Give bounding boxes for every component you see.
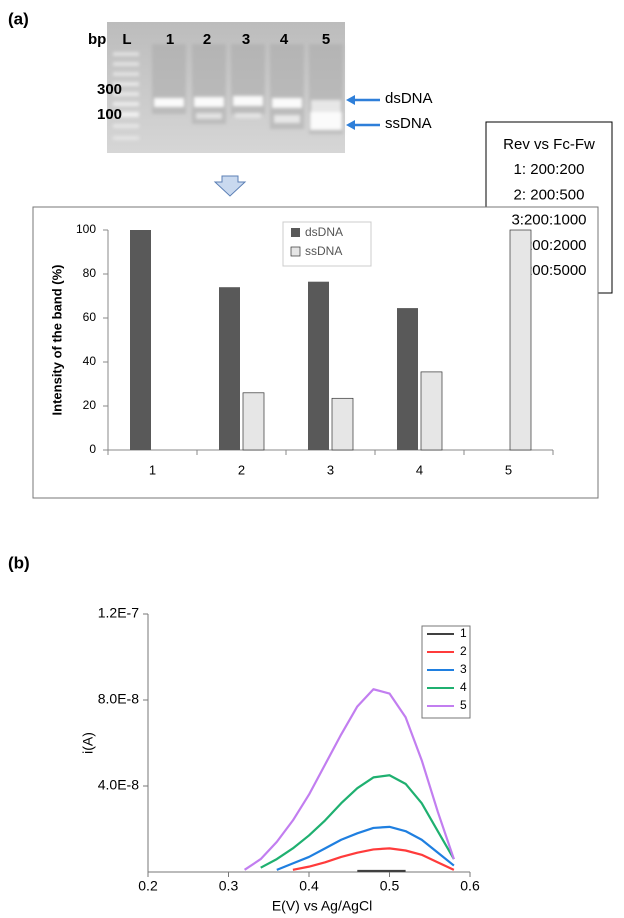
x-tick-label: 4 xyxy=(416,462,423,477)
lane-label: 2 xyxy=(203,31,211,48)
y-tick-label: 100 xyxy=(76,222,96,236)
y-tick-label: 8.0E-8 xyxy=(98,691,139,707)
panel-label: (a) xyxy=(8,9,29,28)
x-tick-label: 0.6 xyxy=(460,878,480,894)
lane-label: L xyxy=(122,31,131,48)
x-tick-label: 2 xyxy=(238,462,245,477)
line-series xyxy=(261,775,454,867)
figure: (a) (b) bp 300 100 dsD xyxy=(0,0,624,918)
marker-label: 100 xyxy=(97,106,122,123)
legend-label: 3 xyxy=(460,662,467,676)
x-tick-label: 1 xyxy=(149,462,156,477)
marker-label: 300 xyxy=(97,81,122,98)
gel-image xyxy=(107,22,380,196)
bar xyxy=(397,308,418,450)
band-label: ssDNA xyxy=(385,115,432,132)
panel-label: (b) xyxy=(8,553,30,572)
x-axis-label: E(V) vs Ag/AgCl xyxy=(272,898,372,914)
ratio-line: 3:200:1000 xyxy=(511,212,586,229)
ratio-line: 2: 200:500 xyxy=(514,186,585,203)
gel-label: bp xyxy=(88,31,106,48)
legend-label: 2 xyxy=(460,644,467,658)
line-series xyxy=(277,827,454,870)
y-tick-label: 40 xyxy=(83,354,97,368)
page: (a) (b) bp 300 100 dsD xyxy=(0,0,624,918)
y-tick-label: 80 xyxy=(83,266,97,280)
bar xyxy=(308,282,329,450)
y-tick-label: 60 xyxy=(83,310,97,324)
legend-label: ssDNA xyxy=(305,244,342,258)
legend-label: 5 xyxy=(460,698,467,712)
bar xyxy=(421,372,442,450)
y-axis-label: i(A) xyxy=(80,732,96,754)
lane-label: 5 xyxy=(322,31,330,48)
lane-label: 4 xyxy=(280,31,289,48)
x-tick-label: 0.5 xyxy=(380,878,400,894)
bar xyxy=(130,230,151,450)
x-tick-label: 5 xyxy=(505,462,512,477)
x-tick-label: 0.2 xyxy=(138,878,158,894)
x-tick-label: 0.4 xyxy=(299,878,319,894)
y-tick-label: 0 xyxy=(89,442,96,456)
y-axis-label: Intensity of the band (%) xyxy=(49,265,64,416)
ratio-title: Rev vs Fc-Fw xyxy=(503,136,595,153)
legend-swatch xyxy=(291,247,300,256)
legend-swatch xyxy=(291,228,300,237)
bar xyxy=(219,287,240,450)
legend-label: dsDNA xyxy=(305,225,343,239)
y-tick-label: 4.0E-8 xyxy=(98,777,139,793)
bar xyxy=(243,393,264,450)
y-tick-label: 20 xyxy=(83,398,97,412)
y-tick-label: 1.2E-7 xyxy=(98,605,139,621)
lane-label: 1 xyxy=(166,31,174,48)
legend-label: 1 xyxy=(460,626,467,640)
bar xyxy=(510,230,531,450)
bar xyxy=(332,398,353,450)
legend-label: 4 xyxy=(460,680,467,694)
x-tick-label: 0.3 xyxy=(219,878,239,894)
band-label: dsDNA xyxy=(385,90,433,107)
lane-label: 3 xyxy=(242,31,250,48)
ratio-line: 1: 200:200 xyxy=(514,161,585,178)
x-tick-label: 3 xyxy=(327,462,334,477)
